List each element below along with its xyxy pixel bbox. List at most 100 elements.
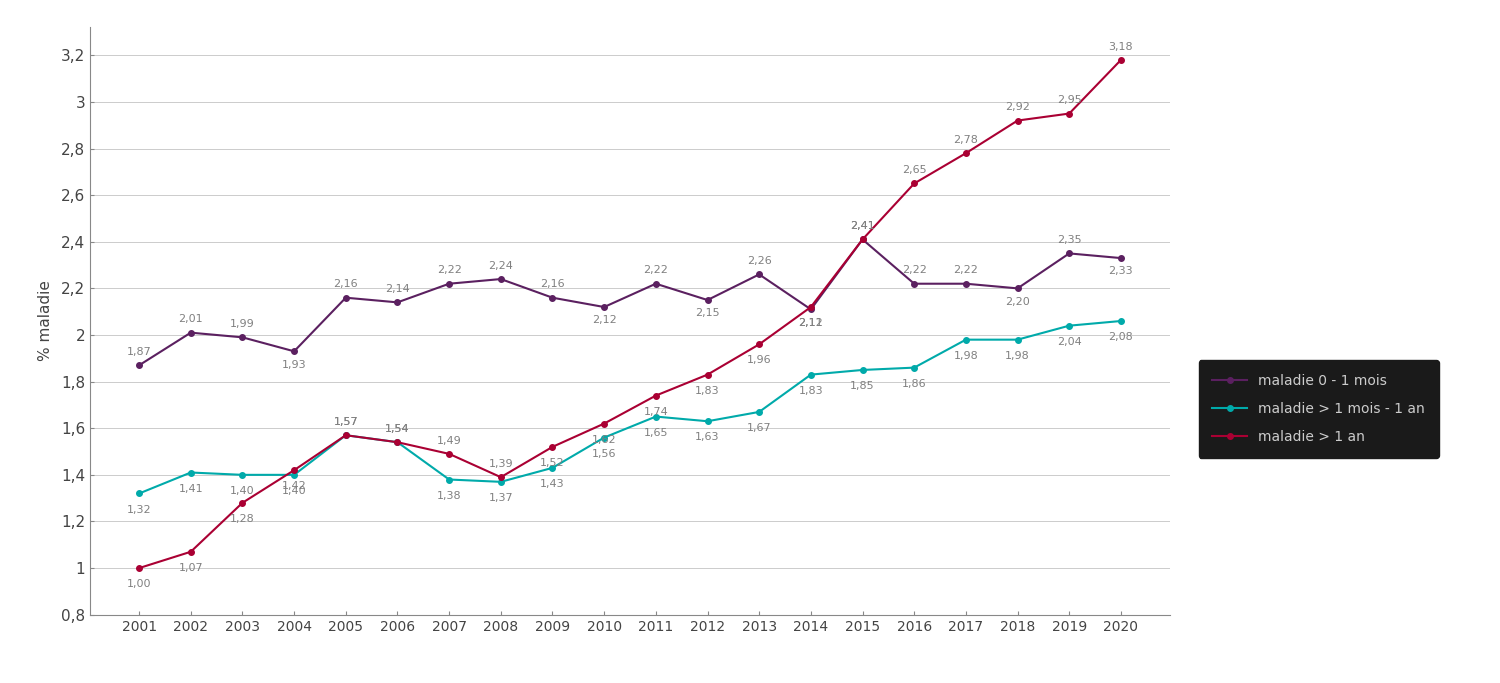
Text: 2,95: 2,95 [1058, 95, 1082, 105]
maladie > 1 mois - 1 an [802, 370, 820, 378]
maladie > 1 mois - 1 an [492, 477, 510, 486]
Text: 1,43: 1,43 [540, 479, 566, 489]
maladie 0 - 1 mois [699, 296, 717, 304]
Text: 1,62: 1,62 [592, 434, 616, 445]
Text: 1,56: 1,56 [592, 449, 616, 459]
Text: 2,22: 2,22 [644, 266, 669, 275]
Text: 2,65: 2,65 [902, 165, 927, 175]
Text: 1,39: 1,39 [489, 459, 513, 469]
maladie 0 - 1 mois [440, 279, 458, 288]
Text: 2,20: 2,20 [1005, 296, 1031, 307]
maladie > 1 an [596, 419, 613, 428]
maladie > 1 an [440, 450, 458, 458]
maladie > 1 mois - 1 an [130, 490, 148, 498]
maladie 0 - 1 mois [1112, 254, 1130, 262]
maladie > 1 mois - 1 an [699, 417, 717, 426]
maladie 0 - 1 mois [853, 236, 871, 244]
Text: 1,98: 1,98 [1005, 351, 1031, 361]
Text: 1,32: 1,32 [128, 505, 152, 514]
Text: 1,37: 1,37 [489, 493, 513, 503]
maladie 0 - 1 mois [543, 294, 561, 302]
maladie > 1 mois - 1 an [234, 471, 252, 479]
Text: 2,41: 2,41 [850, 221, 874, 231]
Text: 2,04: 2,04 [1058, 337, 1082, 347]
maladie > 1 an [285, 466, 303, 474]
Text: 2,22: 2,22 [902, 266, 927, 275]
Legend: maladie 0 - 1 mois, maladie > 1 mois - 1 an, maladie > 1 an: maladie 0 - 1 mois, maladie > 1 mois - 1… [1198, 361, 1438, 458]
maladie > 1 an [1060, 109, 1078, 117]
maladie > 1 an [1112, 56, 1130, 64]
maladie 0 - 1 mois [285, 347, 303, 355]
maladie > 1 mois - 1 an [285, 471, 303, 479]
Text: 1,67: 1,67 [747, 423, 771, 433]
maladie > 1 mois - 1 an [182, 469, 200, 477]
Text: 1,49: 1,49 [436, 436, 462, 445]
maladie > 1 mois - 1 an [596, 434, 613, 442]
maladie > 1 an [699, 370, 717, 378]
Text: 2,01: 2,01 [178, 314, 203, 324]
maladie 0 - 1 mois [904, 279, 922, 288]
maladie 0 - 1 mois [802, 305, 820, 313]
maladie > 1 mois - 1 an [440, 475, 458, 484]
maladie > 1 mois - 1 an [1008, 335, 1026, 344]
Text: 1,52: 1,52 [540, 458, 566, 468]
maladie 0 - 1 mois [338, 294, 356, 302]
Text: 1,42: 1,42 [282, 482, 306, 491]
Text: 1,65: 1,65 [644, 428, 668, 438]
Text: 1,38: 1,38 [436, 490, 462, 501]
Text: 1,54: 1,54 [386, 424, 410, 434]
maladie > 1 mois - 1 an [646, 413, 664, 421]
Text: 2,33: 2,33 [1108, 266, 1132, 277]
Text: 1,41: 1,41 [178, 484, 203, 494]
Text: 2,24: 2,24 [489, 261, 513, 270]
Text: 1,40: 1,40 [282, 486, 306, 496]
Line: maladie > 1 an: maladie > 1 an [136, 57, 1124, 571]
maladie 0 - 1 mois [596, 303, 613, 311]
Text: 1,00: 1,00 [128, 579, 152, 589]
Text: 1,93: 1,93 [282, 360, 306, 370]
maladie > 1 an [130, 564, 148, 572]
maladie > 1 an [957, 149, 975, 157]
Text: 1,74: 1,74 [644, 406, 668, 417]
Line: maladie 0 - 1 mois: maladie 0 - 1 mois [136, 236, 1124, 368]
Text: 1,57: 1,57 [333, 417, 358, 427]
Text: 1,83: 1,83 [694, 386, 720, 395]
Text: 3,18: 3,18 [1108, 42, 1132, 52]
maladie > 1 an [234, 499, 252, 507]
Text: 1,96: 1,96 [747, 355, 771, 365]
maladie > 1 mois - 1 an [1060, 322, 1078, 330]
maladie > 1 an [1008, 117, 1026, 125]
Text: 2,22: 2,22 [436, 266, 462, 275]
maladie 0 - 1 mois [130, 361, 148, 370]
Text: 2,08: 2,08 [1108, 332, 1134, 342]
Text: 2,78: 2,78 [954, 135, 978, 145]
Text: 1,86: 1,86 [902, 379, 927, 389]
maladie 0 - 1 mois [646, 279, 664, 288]
Text: 2,14: 2,14 [386, 284, 410, 294]
maladie 0 - 1 mois [234, 333, 252, 342]
Text: 2,11: 2,11 [798, 318, 824, 328]
Text: 2,35: 2,35 [1058, 235, 1082, 245]
Text: 2,12: 2,12 [592, 316, 616, 325]
maladie 0 - 1 mois [1008, 284, 1026, 292]
Text: 2,16: 2,16 [540, 279, 566, 290]
maladie 0 - 1 mois [182, 329, 200, 337]
Text: 2,15: 2,15 [694, 308, 720, 318]
maladie > 1 an [904, 180, 922, 188]
Text: 2,12: 2,12 [798, 318, 824, 328]
Text: 2,16: 2,16 [333, 279, 358, 290]
maladie > 1 an [543, 443, 561, 451]
Text: 1,98: 1,98 [954, 351, 978, 361]
Text: 1,28: 1,28 [230, 514, 255, 524]
maladie 0 - 1 mois [492, 275, 510, 283]
maladie > 1 mois - 1 an [750, 408, 768, 416]
maladie > 1 mois - 1 an [543, 464, 561, 472]
maladie > 1 mois - 1 an [957, 335, 975, 344]
Text: 1,40: 1,40 [230, 486, 255, 496]
Text: 2,41: 2,41 [850, 221, 874, 231]
Text: 1,63: 1,63 [696, 432, 720, 443]
Text: 2,22: 2,22 [954, 266, 978, 275]
maladie 0 - 1 mois [1060, 249, 1078, 257]
maladie > 1 an [802, 303, 820, 311]
Text: 1,87: 1,87 [126, 347, 152, 357]
